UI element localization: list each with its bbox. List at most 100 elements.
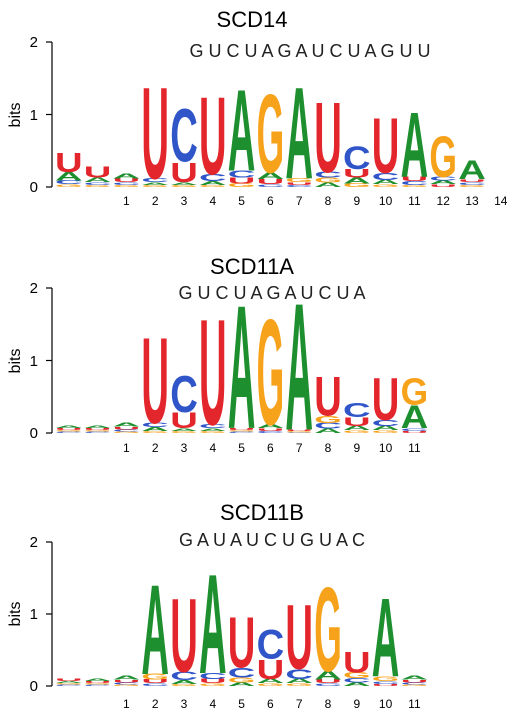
logo-letter-c: C [141,177,169,183]
logo-letter-c: C [285,667,313,683]
logo-letter-g: G [314,414,342,426]
y-tick-label: 2 [30,534,38,551]
logo-letter-u: U [257,655,285,686]
position-label: 5 [238,697,245,711]
logo-letter-u: U [257,427,285,432]
logo-panel-scd11b: SCD11B G A U A U C U G U A C bits 2 1 0 … [7,500,428,711]
logo-letter-g: G [170,683,198,686]
logo-letter-c: C [343,399,371,421]
logo-letter-a: A [285,265,313,468]
position-labels: 1 2 3 4 5 6 7 8 9 10 11 [123,697,421,711]
logo-letter-c: C [55,431,83,433]
logo-letter-c: C [170,365,198,423]
position-label: 11 [408,441,421,455]
position-label: 4 [209,441,216,455]
position-label: 6 [267,194,274,208]
position-label: 2 [152,194,159,208]
logo-letter-g: G [84,430,112,432]
logo-letter-u: U [285,585,313,688]
logo-letter-c: C [314,682,342,687]
logo-letter-g: G [314,177,342,185]
position-label: 2 [152,441,159,455]
logo-letter-a: A [170,427,198,432]
logo-letter-c: C [113,181,141,186]
logo-letter-u: U [285,429,313,431]
position-label: 13 [465,194,479,208]
logo-letter-a: A [285,678,313,685]
logo-letter-c: C [113,682,141,685]
logo-letter-u: U [55,677,83,682]
logo-letter-u: U [113,679,141,684]
logo-panel-scd14: SCD14 G U C U A G A U C U A G U U bits 2… [7,7,508,208]
logo-letter-u: U [343,646,371,679]
logo-letter-u: U [141,679,169,685]
logo-letter-c: C [401,427,429,432]
logo-letter-a: A [314,669,342,683]
position-label: 1 [123,697,130,711]
logo-letter-c: C [285,432,313,433]
logo-letter-u: U [285,181,313,186]
logo-letter-c: C [343,677,371,684]
y-tick-label: 1 [30,107,38,124]
logo-letter-g: G [141,673,169,682]
position-label: 8 [325,194,332,208]
panel-title: SCD14 [217,7,288,32]
logo-letter-u: U [429,183,457,188]
logo-letter-a: A [141,559,169,703]
logo-letter-u: U [343,415,371,429]
logo-letter-u: U [458,178,486,183]
position-label: 11 [408,194,421,208]
position-label: 9 [353,441,360,455]
logo-letter-c: C [228,431,256,433]
logo-letter-c: C [228,169,256,180]
logo-letter-g: G [170,430,198,433]
logo-letter-a: A [84,677,112,682]
logo-letter-u: U [113,177,141,183]
logo-letter-a: A [401,675,429,681]
logo-letter-a: A [113,675,141,681]
logo-letter-u: U [257,178,285,186]
logo-letter-c: C [228,665,256,681]
position-label: 3 [181,697,188,711]
logo-letter-c: C [372,171,400,182]
logo-letter-u: U [84,680,112,683]
logo-letter-c: C [84,181,112,186]
logo-letter-a: A [84,424,112,429]
y-tick-label: 1 [30,353,38,370]
position-label: 3 [181,194,188,208]
position-labels: 1 2 3 4 5 6 7 8 9 10 11 12 13 14 [123,194,508,208]
logo-letter-g: G [141,430,169,433]
logo-letter-u: U [372,365,400,433]
logo-letter-u: U [199,74,227,198]
logo-letter-g: G [257,683,285,687]
logo-letter-g: G [372,183,400,187]
logo-letter-c: C [372,680,400,685]
logo-letter-c: C [141,422,169,429]
logo-letter-g: G [55,430,83,432]
logo-letter-a: A [401,400,429,436]
logo-letter-a: A [372,425,400,432]
logo-letter-g: G [372,429,400,433]
position-label: 12 [437,194,451,208]
logo-letter-a: A [55,170,83,184]
y-tick-label: 2 [30,34,38,51]
logo-letter-a: A [343,176,371,185]
logo-letter-u: U [55,427,83,430]
position-label: 10 [379,697,393,711]
logo-letter-a: A [372,179,400,186]
logo-letter-c: C [401,682,429,685]
logo-letter-a: A [199,427,227,432]
logo-letter-g: G [113,684,141,686]
logo-letter-c: C [84,431,112,433]
logo-letter-g: G [343,429,371,433]
logo-letter-a: A [199,546,227,704]
logo-letter-a: A [257,678,285,685]
logo-letter-g: G [199,430,227,433]
position-label: 1 [123,194,130,208]
logo-letter-u: U [401,430,429,433]
logo-letter-g: G [257,70,285,197]
logo-letter-a: A [314,427,342,434]
logo-letter-g: G [55,683,83,685]
consensus-sequence: G A U A U C U G U A C [179,530,365,550]
